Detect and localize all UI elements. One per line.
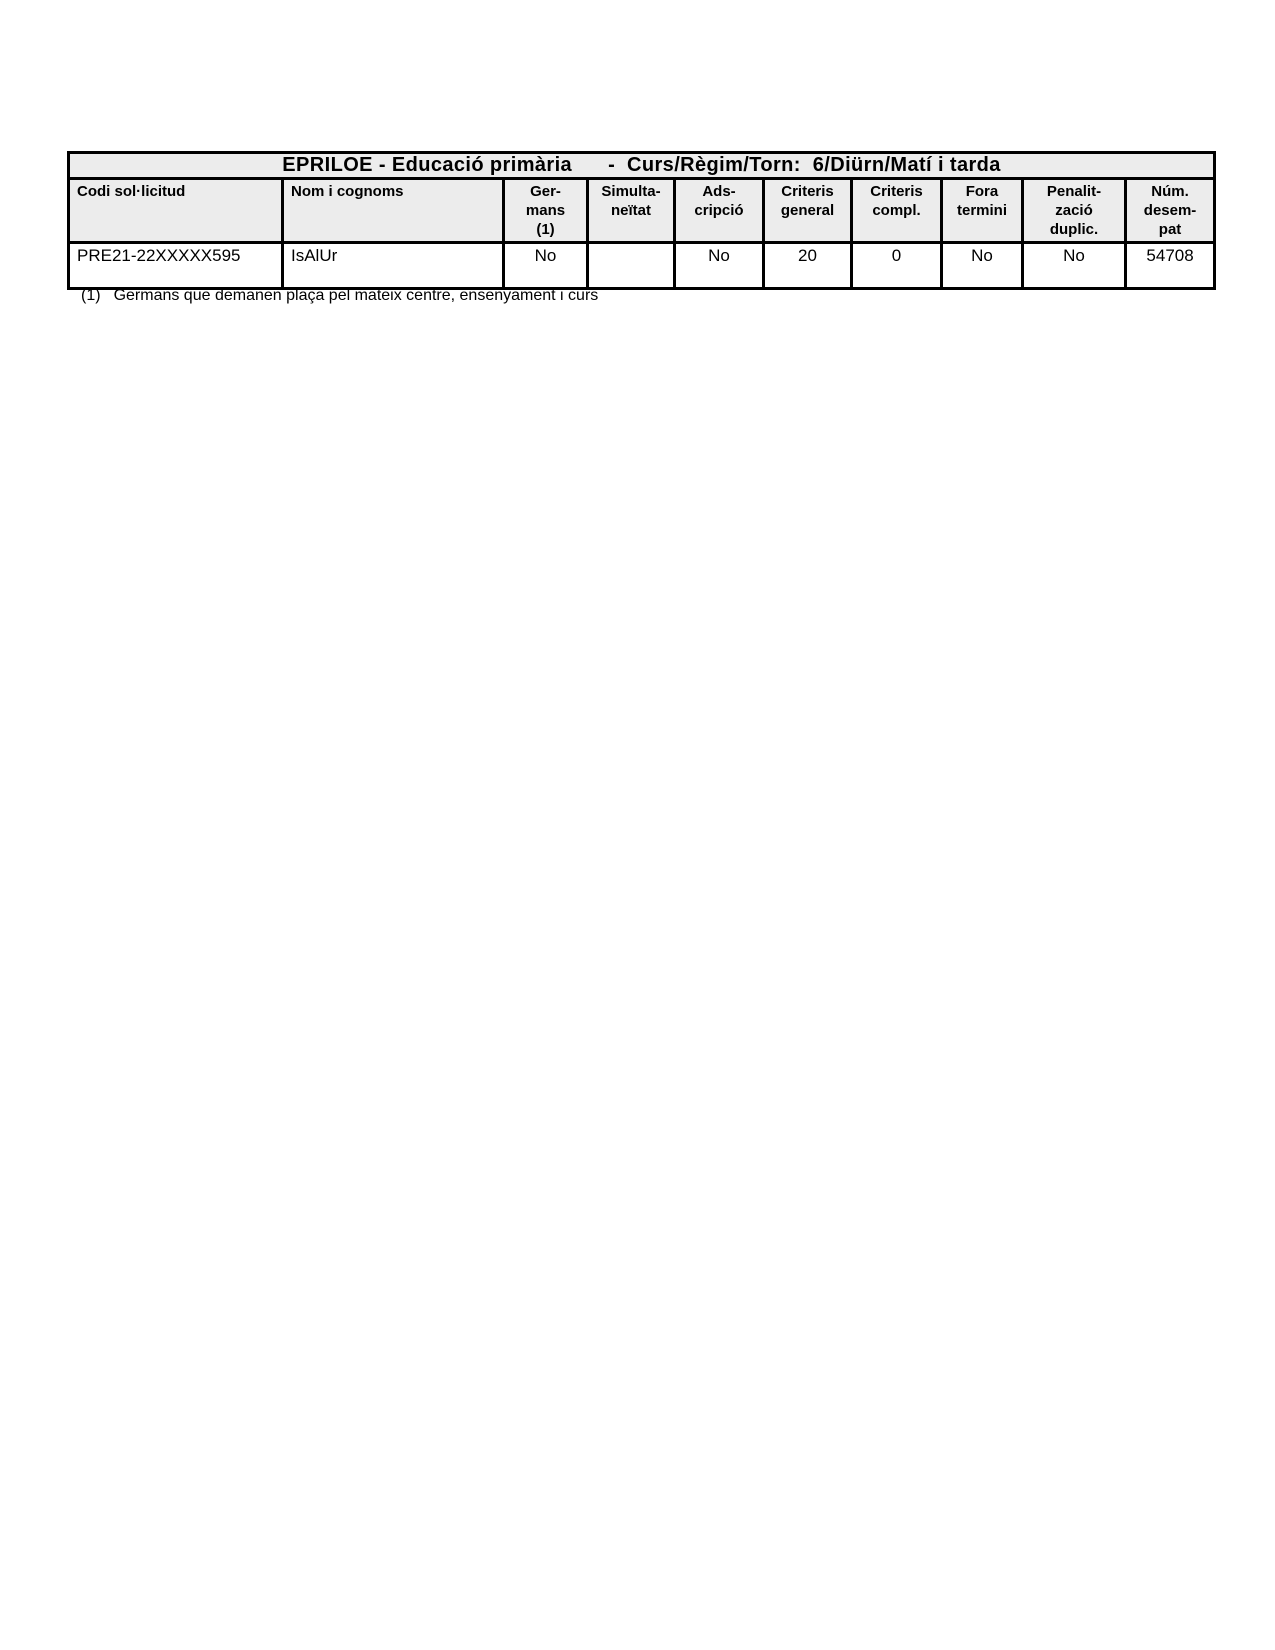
column-header-germans: Ger- mans (1) — [502, 177, 589, 244]
admissions-results-table: EPRILOE - Educació primària - Curs/Règim… — [66, 151, 1217, 290]
cell-adscripcio: No — [673, 241, 765, 290]
column-header-row: Codi sol·licitud Nom i cognoms Ger- mans… — [67, 177, 1217, 244]
cell-nom-i-cognoms: IsAlUr — [281, 241, 505, 290]
column-header-fora-termini: Fora termini — [940, 177, 1024, 244]
cell-fora-termini: No — [940, 241, 1024, 290]
title-program-text: EPRILOE - Educació primària — [282, 154, 573, 176]
table-title-inner: EPRILOE - Educació primària - Curs/Règim… — [72, 154, 1212, 176]
table-title: EPRILOE - Educació primària - Curs/Règim… — [66, 151, 1217, 180]
column-header-codi-sollicitud: Codi sol·licitud — [67, 177, 284, 244]
table-row: PRE21-22XXXXX595 IsAlUr No No 20 0 No No… — [67, 241, 1217, 290]
title-course-text: - Curs/Règim/Torn: 6/Diürn/Matí i tarda — [608, 154, 1001, 176]
column-header-num-desempat: Núm. desem- pat — [1123, 177, 1217, 244]
cell-germans: No — [502, 241, 589, 290]
column-header-criteris-compl: Criteris compl. — [850, 177, 943, 244]
cell-criteris-compl: 0 — [850, 241, 943, 290]
column-header-criteris-general: Criteris general — [762, 177, 853, 244]
footnote: (1) Germans que demanen plaça pel mateix… — [81, 286, 598, 305]
title-row: EPRILOE - Educació primària - Curs/Règim… — [66, 151, 1217, 180]
footnote-marker: (1) — [81, 287, 101, 304]
column-header-adscripcio: Ads- cripció — [673, 177, 765, 244]
column-header-simultaneitat: Simulta- neïtat — [586, 177, 676, 244]
cell-criteris-general: 20 — [762, 241, 853, 290]
cell-simultaneitat — [586, 241, 676, 290]
cell-num-desempat: 54708 — [1123, 241, 1217, 290]
footnote-text: Germans que demanen plaça pel mateix cen… — [113, 287, 599, 304]
column-header-penalitzacio-duplic: Penalit- zació duplic. — [1021, 177, 1127, 244]
cell-penalitzacio-duplic: No — [1021, 241, 1127, 290]
column-header-nom-i-cognoms: Nom i cognoms — [281, 177, 505, 244]
cell-codi-sollicitud: PRE21-22XXXXX595 — [67, 241, 284, 290]
